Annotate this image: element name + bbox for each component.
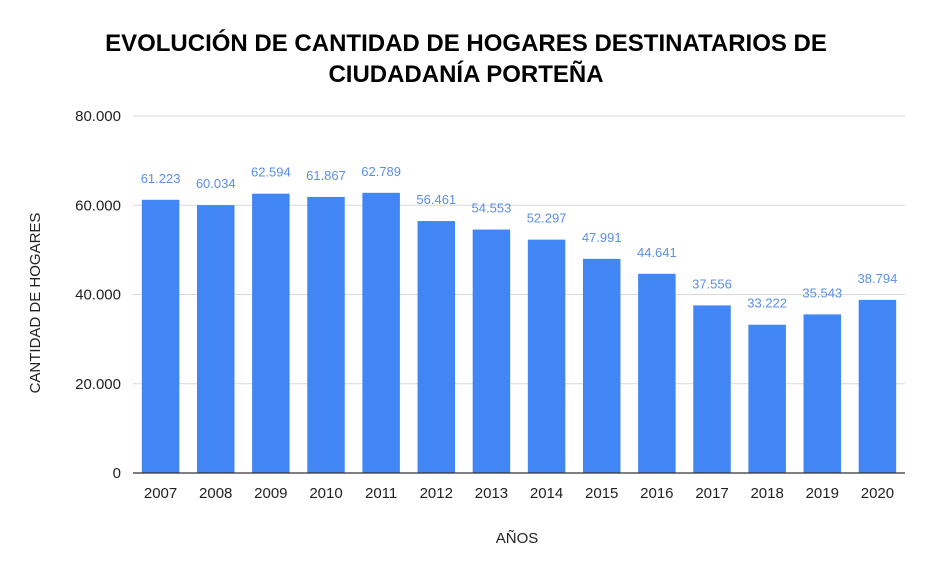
bar-2020: [858, 299, 897, 473]
x-tick-label: 2013: [475, 485, 508, 502]
y-tick-label: 60.000: [75, 197, 121, 214]
x-axis-title: AÑOS: [496, 530, 539, 547]
x-tick-label: 2007: [144, 485, 177, 502]
x-tick-label: 2014: [530, 485, 563, 502]
bar-2014: [527, 239, 566, 473]
data-label-2016: 44.641: [637, 245, 677, 260]
chart-title-line-1: EVOLUCIÓN DE CANTIDAD DE HOGARES DESTINA…: [105, 29, 827, 57]
data-label-2013: 54.553: [472, 201, 512, 216]
data-label-2015: 47.991: [582, 230, 622, 245]
x-tick-label: 2010: [309, 485, 342, 502]
data-label-2007: 61.223: [141, 171, 181, 186]
data-label-2020: 38.794: [858, 271, 898, 286]
x-tick-label: 2016: [640, 485, 673, 502]
x-tick-label: 2015: [585, 485, 618, 502]
data-label-2011: 62.789: [361, 164, 401, 179]
x-tick-label: 2008: [199, 485, 232, 502]
x-tick-label: 2009: [254, 485, 287, 502]
x-tick-label: 2019: [806, 485, 839, 502]
bar-2011: [362, 192, 400, 474]
data-label-2009: 62.594: [251, 165, 291, 180]
chart-title-line-2: CIUDADANÍA PORTEÑA: [328, 60, 603, 88]
x-tick-label: 2018: [750, 485, 783, 502]
bar-2017: [693, 305, 731, 473]
y-tick-label: 80.000: [75, 108, 121, 125]
bar-2019: [803, 314, 842, 473]
y-tick-label: 0: [113, 465, 121, 482]
bar-2018: [748, 324, 786, 473]
bar-2016: [638, 273, 676, 473]
bars: [141, 192, 897, 474]
y-tick-label: 20.000: [75, 376, 121, 393]
x-tick-label: 2011: [365, 485, 397, 502]
bar-2007: [141, 199, 180, 473]
bar-2008: [196, 205, 235, 474]
bar-2009: [252, 193, 290, 474]
x-tick-label: 2012: [420, 485, 453, 502]
gridlines: [133, 115, 905, 385]
bar-2013: [472, 229, 511, 473]
data-labels: 61.223 60.034 62.594 61.867 62.789 56.461 54.5…: [141, 164, 898, 311]
data-label-2018: 33.222: [747, 296, 787, 311]
y-axis-title: CANTIDAD DE HOGARES: [27, 213, 44, 394]
data-label-2008: 60.034: [196, 176, 236, 191]
data-label-2017: 37.556: [692, 276, 732, 291]
data-label-2012: 56.461: [416, 192, 456, 207]
data-label-2014: 52.297: [527, 211, 567, 226]
bar-2012: [417, 221, 456, 473]
x-tick-label: 2017: [695, 485, 728, 502]
bar-2015: [582, 258, 621, 473]
y-axis-tick-labels: 0 20.000 40.000 60.000 80.000: [75, 108, 121, 482]
x-axis-tick-labels: 2007 2008 2009 2010 2011 2012 2013 2014 2015 2016…: [144, 485, 894, 502]
data-label-2019: 35.543: [802, 285, 842, 300]
x-tick-label: 2020: [861, 485, 894, 502]
data-label-2010: 61.867: [306, 168, 346, 183]
bar-2010: [307, 196, 345, 473]
y-tick-label: 40.000: [75, 287, 121, 304]
